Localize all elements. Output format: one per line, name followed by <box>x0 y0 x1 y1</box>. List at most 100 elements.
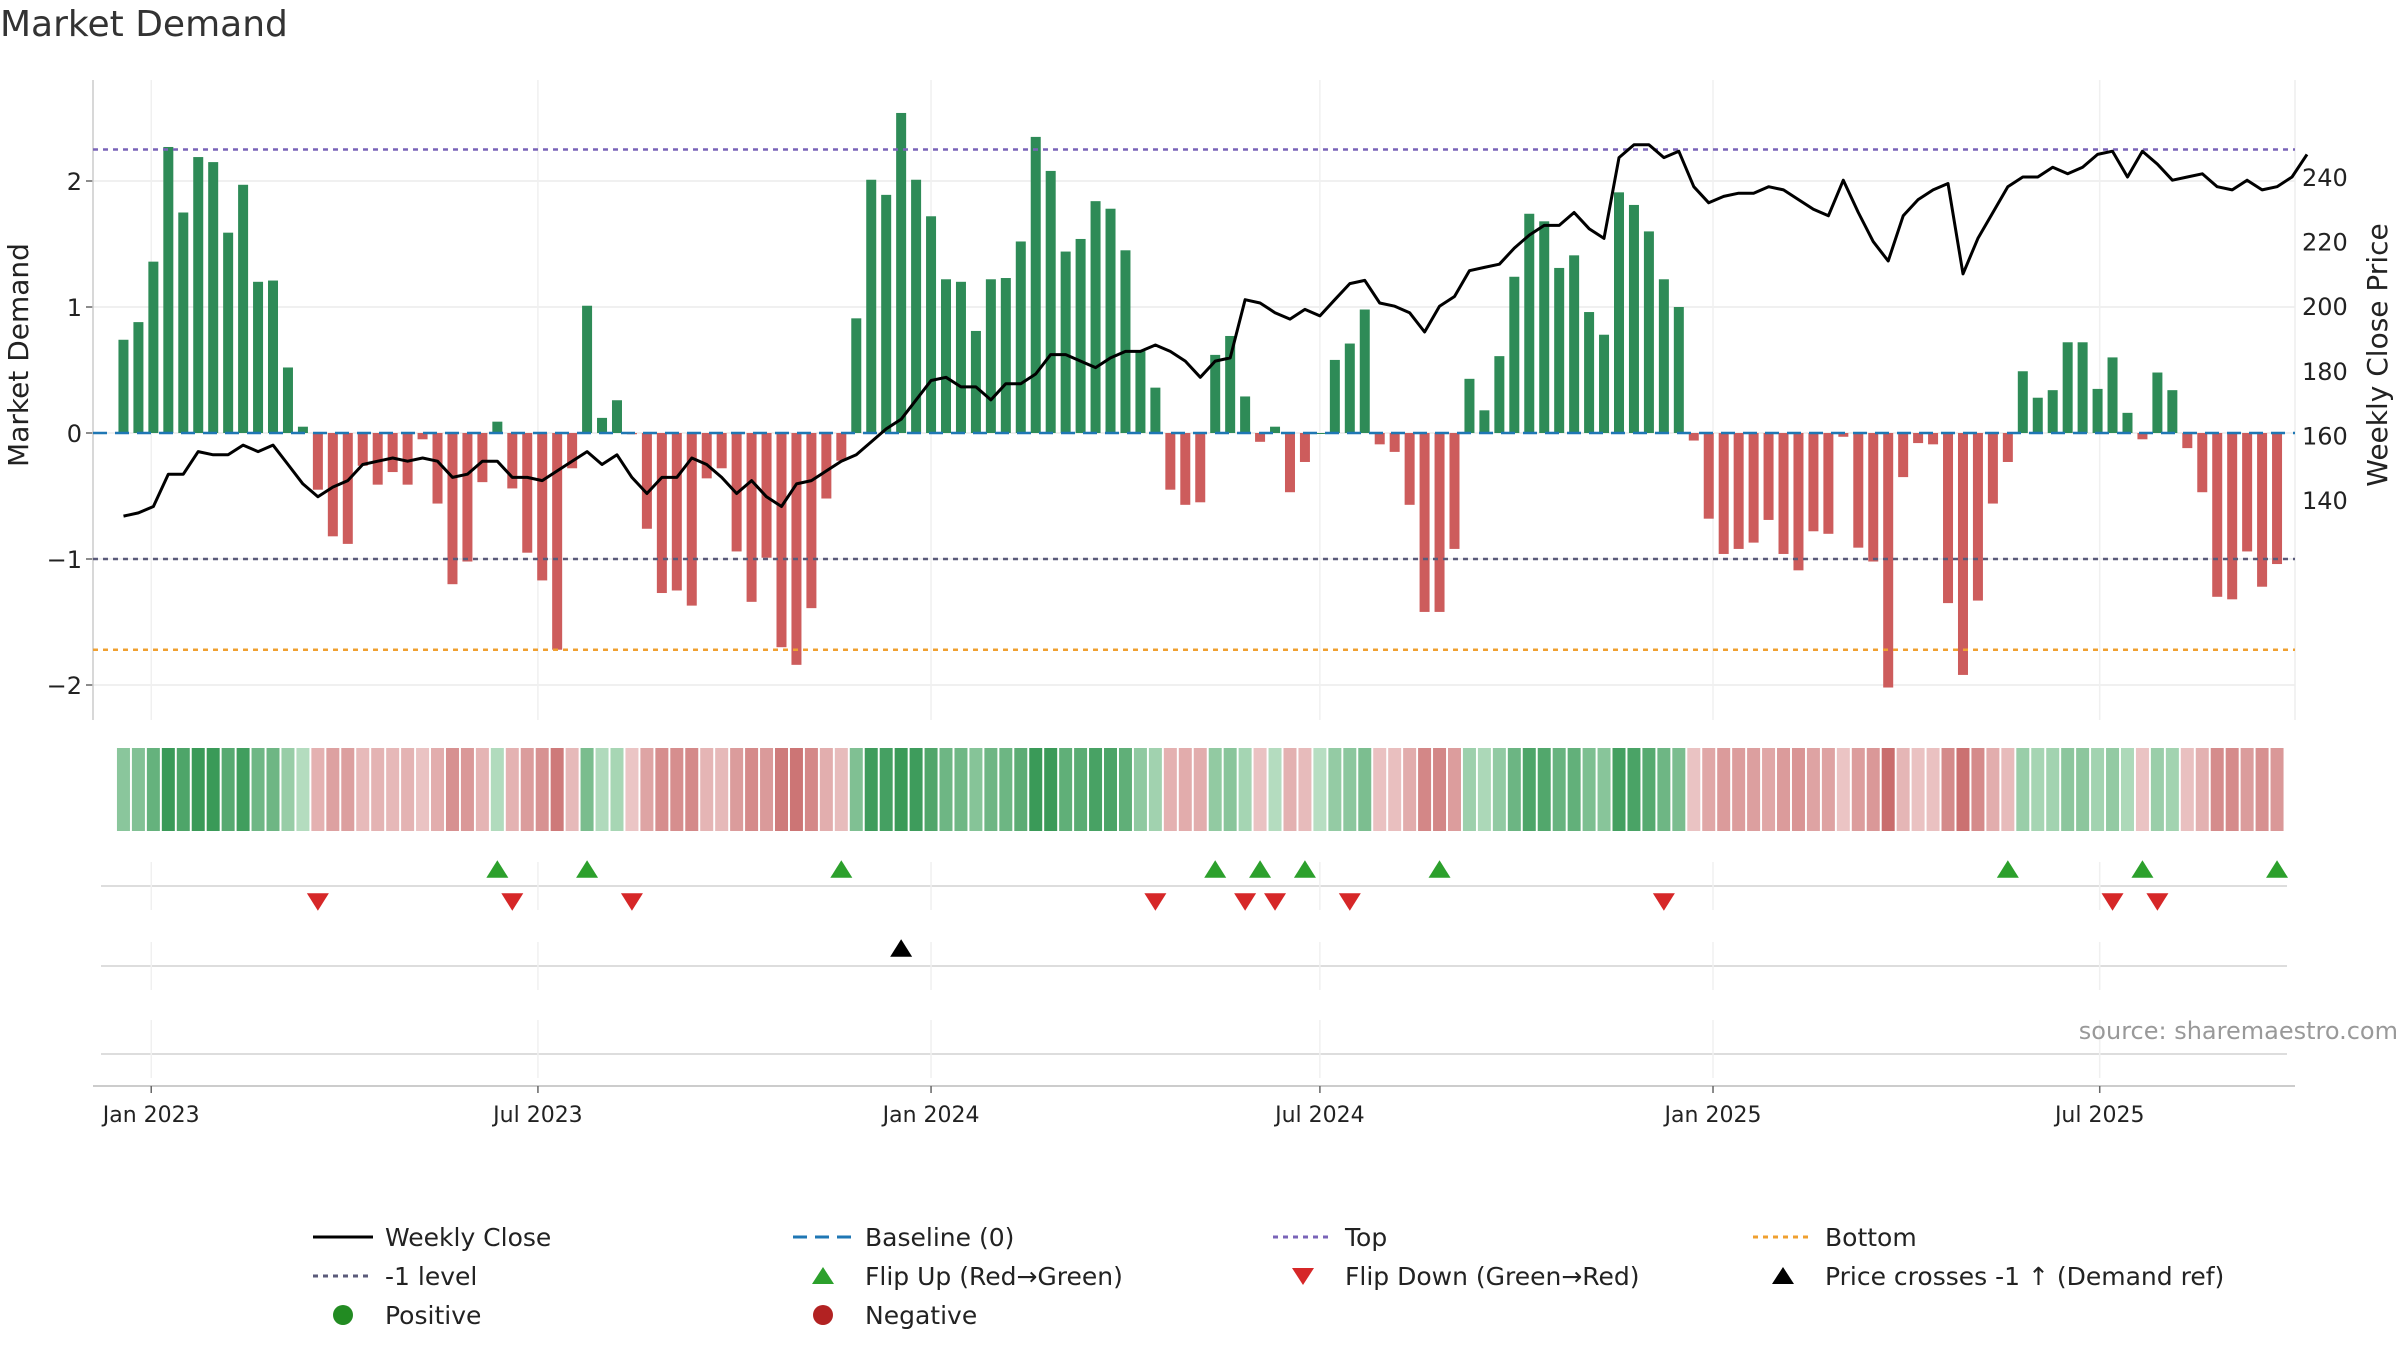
flip-up-marker <box>830 860 853 878</box>
heat-cell <box>1298 748 1312 831</box>
heat-cell <box>1612 748 1626 831</box>
heat-cell <box>2270 748 2284 831</box>
y2-tick-label: 140 <box>2302 487 2348 515</box>
demand-bar-positive <box>148 261 159 433</box>
heat-cell <box>2106 748 2120 831</box>
heat-cell <box>1358 748 1372 831</box>
demand-bar-positive <box>881 194 892 433</box>
heat-cell <box>1133 748 1147 831</box>
heat-cell <box>2001 748 2015 831</box>
demand-bar-positive <box>1240 396 1251 433</box>
heat-cell <box>1343 748 1357 831</box>
demand-bar-negative <box>447 433 458 585</box>
legend-label: Bottom <box>1825 1223 1917 1252</box>
demand-bar-negative <box>2002 433 2013 462</box>
demand-bar-positive <box>1015 241 1026 433</box>
demand-bar-positive <box>2017 371 2028 433</box>
heat-cell <box>1702 748 1716 831</box>
heat-cell <box>2180 748 2194 831</box>
legend-label: Flip Up (Red→Green) <box>865 1262 1123 1291</box>
heat-cell <box>1806 748 1820 831</box>
demand-bar-negative <box>1943 433 1954 604</box>
heat-cell <box>700 748 714 831</box>
demand-bar-positive <box>297 426 308 433</box>
demand-bar-negative <box>806 433 817 609</box>
legend-label: Top <box>1344 1223 1387 1252</box>
chart-title: Market Demand <box>0 4 288 45</box>
flip-up-marker <box>1204 860 1227 878</box>
flip-down-marker <box>1144 893 1167 911</box>
heat-cell <box>1059 748 1073 831</box>
demand-bar-negative <box>2272 433 2283 565</box>
heat-cell <box>2195 748 2209 831</box>
weekly-close-line <box>123 143 2309 518</box>
heat-cell <box>550 748 564 831</box>
heat-cell <box>161 748 175 831</box>
x-tick-label: Jul 2025 <box>2053 1103 2145 1128</box>
heat-cell <box>760 748 774 831</box>
demand-bar-negative <box>462 433 473 562</box>
heat-cell <box>535 748 549 831</box>
heat-cell <box>1283 748 1297 831</box>
heat-cell <box>909 748 923 831</box>
heat-cell <box>311 748 325 831</box>
demand-bar-positive <box>1090 201 1101 433</box>
heat-cell <box>1178 748 1192 831</box>
heat-cell <box>745 748 759 831</box>
flip-down-marker <box>1338 893 1361 911</box>
heat-cell <box>176 748 190 831</box>
demand-bar-negative <box>716 433 727 469</box>
heat-cell <box>1477 748 1491 831</box>
heat-cell <box>1223 748 1237 831</box>
heat-cell <box>1163 748 1177 831</box>
heat-cell <box>1104 748 1118 831</box>
heat-cell <box>371 748 385 831</box>
demand-bar-positive <box>1584 312 1595 433</box>
heat-cell <box>2120 748 2134 831</box>
demand-bar-negative <box>656 433 667 594</box>
heat-cell <box>1118 748 1132 831</box>
demand-bar-negative <box>1853 433 1864 548</box>
heat-cell <box>580 748 594 831</box>
heat-cell <box>894 748 908 831</box>
demand-bar-positive <box>2152 372 2163 433</box>
demand-bar-positive <box>1464 378 1475 433</box>
demand-bar-positive <box>1060 251 1071 433</box>
heat-cell <box>1896 748 1910 831</box>
demand-bar-negative <box>701 433 712 479</box>
heat-cell <box>1238 748 1252 831</box>
heat-cell <box>1447 748 1461 831</box>
demand-bar-positive <box>1539 221 1550 433</box>
legend-label: Positive <box>385 1301 481 1330</box>
demand-bar-positive <box>1569 255 1580 433</box>
y-tick-label: 0 <box>67 420 82 448</box>
demand-bar-positive <box>238 184 249 433</box>
demand-bar-positive <box>2062 342 2073 433</box>
demand-bar-negative <box>1718 433 1729 554</box>
demand-bar-negative <box>312 433 323 490</box>
y2-tick-label: 200 <box>2302 293 2348 321</box>
heat-cell <box>281 748 295 831</box>
demand-bar-positive <box>1045 170 1056 434</box>
demand-bar-negative <box>1255 433 1266 442</box>
heat-cell <box>565 748 579 831</box>
demand-bar-positive <box>133 322 144 433</box>
demand-bar-negative <box>2137 433 2148 440</box>
demand-bar-positive <box>1479 410 1490 433</box>
demand-bar-negative <box>1868 433 1879 562</box>
flip-up-marker <box>1249 860 1272 878</box>
flip-up-marker <box>1996 860 2019 878</box>
demand-bar-positive <box>1524 213 1535 433</box>
heat-cell <box>1193 748 1207 831</box>
flip-down-marker <box>1652 893 1675 911</box>
heat-strip <box>116 748 2284 831</box>
reference-lines <box>93 148 2295 651</box>
demand-bar-negative <box>776 433 787 648</box>
heat-cell <box>2046 748 2060 831</box>
demand-bar-negative <box>746 433 757 602</box>
demand-bar-positive <box>282 367 293 433</box>
legend-swatch-up <box>1772 1267 1794 1284</box>
demand-bar-negative <box>537 433 548 581</box>
heat-cell <box>1642 748 1656 831</box>
demand-bar-negative <box>417 433 428 440</box>
